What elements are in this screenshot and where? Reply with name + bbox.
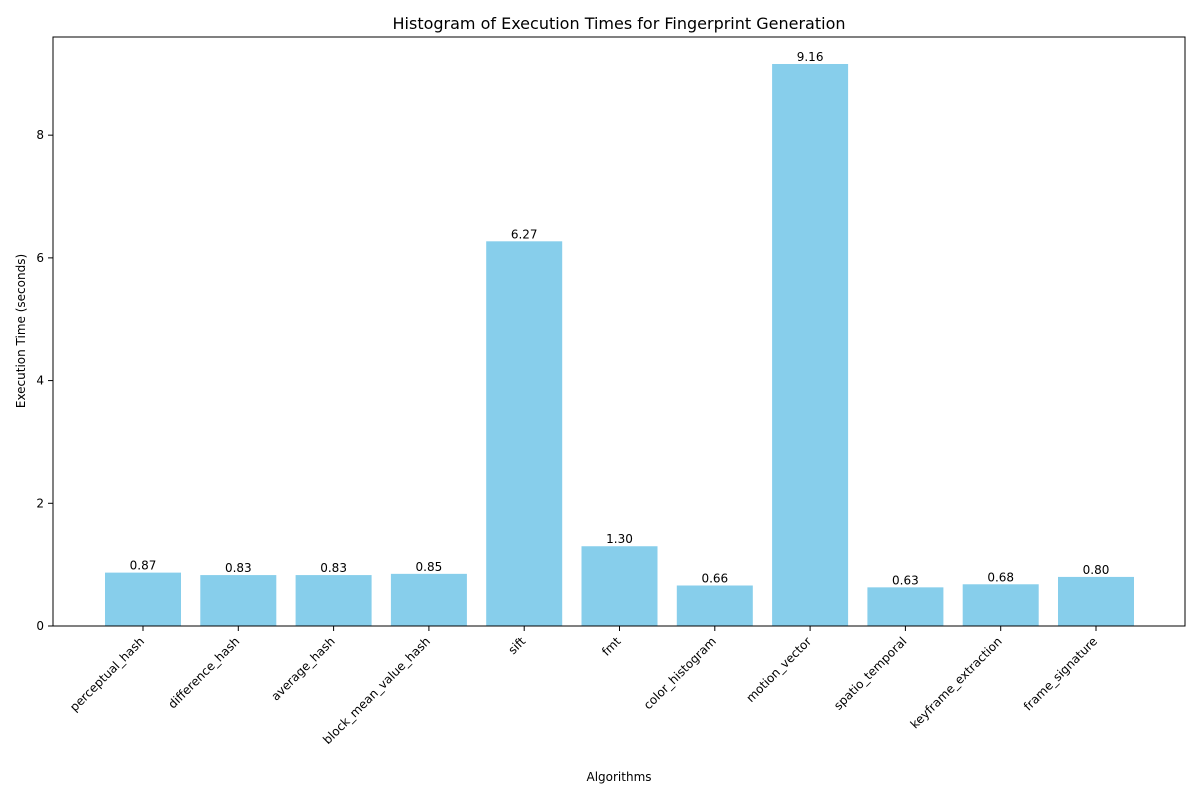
bar-value-label: 0.68 [987,570,1014,584]
bar-difference_hash [200,575,277,626]
x-tick-label: difference_hash [165,634,242,711]
chart-title: Histogram of Execution Times for Fingerp… [393,14,846,33]
bar-frame_signature [1058,576,1134,626]
plot-frame [52,36,1186,627]
bar-value-label: 0.83 [225,561,252,575]
bars-group [105,63,1134,626]
y-tick-label: 2 [36,496,44,510]
x-tick-label: color_histogram [641,634,719,712]
bar-fmt [581,546,658,626]
bar-motion_vector [772,63,849,626]
bar-value-label: 0.83 [320,561,347,575]
y-tick-label: 6 [36,251,44,265]
y-axis-ticks: 0 2 4 6 8 [36,128,53,633]
x-axis-ticks: perceptual_hash difference_hash average_ha… [67,626,1100,747]
bar-value-label: 0.80 [1083,563,1110,577]
x-axis-label: Algorithms [586,770,651,784]
bar-average_hash [295,575,372,626]
bar-perceptual_hash [105,572,181,626]
x-tick-label: perceptual_hash [67,634,147,714]
x-tick-label: sift [505,634,528,657]
bar-sift [486,241,563,626]
bar-value-label: 9.16 [797,50,824,64]
bar-value-label: 6.27 [511,227,538,241]
bar-keyframe_extraction [962,584,1039,626]
y-tick-label: 8 [36,128,44,142]
x-tick-label: fmt [599,634,624,659]
bar-value-label: 0.87 [130,559,157,573]
bar-value-labels: 0.87 0.83 0.83 0.85 6.27 1.30 0.66 9.16 0.63 0.68… [130,50,1110,587]
x-tick-label: keyframe_extraction [908,634,1005,731]
bar-value-label: 0.85 [416,560,443,574]
bar-color_histogram [676,585,753,626]
x-tick-label: average_hash [268,634,337,703]
y-tick-label: 4 [36,374,44,388]
bar-block_mean_value_hash [390,573,467,626]
bar-value-label: 0.66 [701,572,728,586]
x-tick-label: frame_signature [1021,634,1100,713]
x-tick-label: spatio_temporal [831,634,909,712]
x-tick-label: motion_vector [743,634,814,705]
bar-value-label: 0.63 [892,573,919,587]
bar-value-label: 1.30 [606,532,633,546]
y-tick-label: 0 [36,619,44,633]
bar-spatio_temporal [867,587,944,626]
y-axis-label: Execution Time (seconds) [14,254,28,408]
x-tick-label: block_mean_value_hash [320,634,433,747]
